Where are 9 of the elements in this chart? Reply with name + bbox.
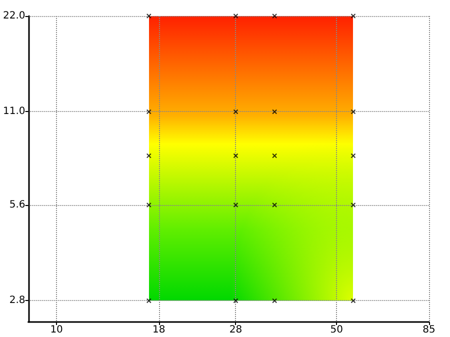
x-tick-label: 18	[152, 324, 166, 336]
x-tick-label: 28	[229, 324, 242, 336]
y-tick-label: 22.0	[3, 10, 26, 22]
x-tick-label: 10	[50, 324, 63, 336]
y-tick-label: 5.6	[9, 199, 26, 210]
y-tick-label: 11.0	[3, 106, 26, 118]
x-tick-label: 50	[330, 324, 344, 336]
y-tick-label: 2.8	[9, 295, 26, 306]
x-tick-label: 85	[422, 324, 436, 336]
